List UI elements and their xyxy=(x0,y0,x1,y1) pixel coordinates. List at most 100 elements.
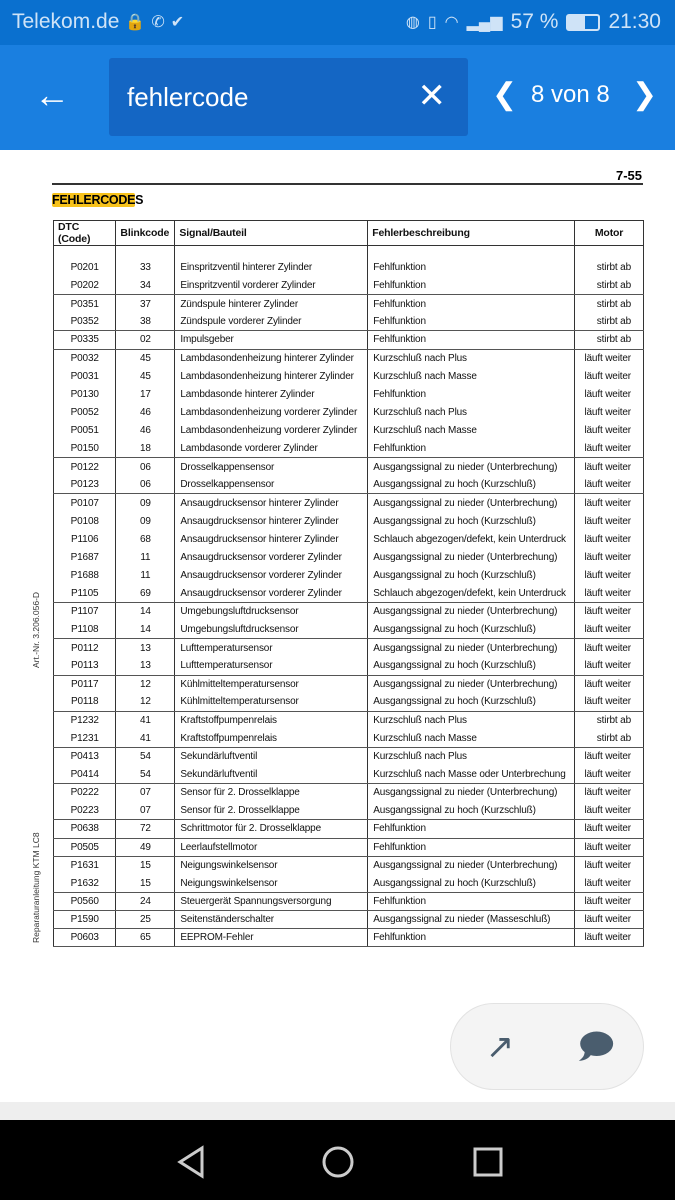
error-description: Fehlfunktion xyxy=(367,276,576,296)
header-dtc: DTC (Code) xyxy=(52,220,117,246)
error-description: Fehlfunktion xyxy=(367,819,576,839)
blinkcode: 41 xyxy=(115,729,176,748)
dtc-code: P0150 xyxy=(52,439,117,459)
table-row: P0505 49 Leerlaufstellmotor Fehlfunktion läu… xyxy=(52,838,644,857)
dtc-code: P0118 xyxy=(52,693,117,712)
signal-component: Drosselkappensensor xyxy=(174,457,369,476)
error-description: Ausgangssignal zu hoch (Kurzschluß) xyxy=(367,475,576,495)
signal-component: Zündspule vorderer Zylinder xyxy=(174,312,369,332)
close-icon[interactable]: ✕ xyxy=(417,77,447,115)
manual-name: Reparaturanleitung KTM LC8 xyxy=(31,832,41,943)
dtc-code: P1232 xyxy=(52,711,117,730)
dtc-code: P0335 xyxy=(52,330,117,350)
back-arrow-icon[interactable]: ← xyxy=(34,74,70,115)
signal-component: Neigungswinkelsensor xyxy=(174,856,369,875)
signal-component: Seitenständerschalter xyxy=(174,910,369,930)
lock-chat-icon: 🔒 xyxy=(125,14,146,31)
blinkcode: 11 xyxy=(115,548,176,567)
signal-component: Kraftstoffpumpenrelais xyxy=(174,711,369,730)
dtc-code: P1231 xyxy=(52,729,117,748)
motor-status: läuft weiter xyxy=(574,638,644,657)
find-in-page-toolbar: ← ✕ ❮ 8 von 8 ❯ xyxy=(0,45,675,150)
dtc-code: P1632 xyxy=(52,874,117,893)
dtc-code: P1590 xyxy=(52,910,117,930)
motor-status: läuft weiter xyxy=(574,349,644,368)
table-row: P0222 07 Sensor für 2. Drosselklappe Ausgan… xyxy=(52,783,644,802)
open-external-icon[interactable]: ↗ xyxy=(485,1028,515,1066)
signal-component: Ansaugdrucksensor vorderer Zylinder xyxy=(174,566,369,585)
nav-back-icon[interactable] xyxy=(172,1142,212,1182)
signal-icon: ▂▄▆ xyxy=(466,14,503,31)
motor-status: läuft weiter xyxy=(574,385,644,404)
error-description: Fehlfunktion xyxy=(367,385,576,404)
blinkcode: 46 xyxy=(115,403,176,422)
motor-status: stirbt ab xyxy=(574,729,644,748)
motor-status: läuft weiter xyxy=(574,747,644,766)
table-row: P1687 11 Ansaugdrucksensor vorderer Zylind… xyxy=(52,548,644,567)
dtc-code: P1687 xyxy=(52,548,117,567)
chevron-right-icon[interactable]: ❯ xyxy=(632,78,658,111)
blinkcode: 09 xyxy=(115,493,176,513)
dtc-code: P0113 xyxy=(52,656,117,676)
table-row: P0150 18 Lambdasonde vorderer Zylinder Fehl… xyxy=(52,439,644,459)
error-description: Ausgangssignal zu nieder (Unterbrechung) xyxy=(367,638,576,657)
blinkcode: 15 xyxy=(115,856,176,875)
chevron-left-icon[interactable]: ❮ xyxy=(492,78,518,111)
error-description: Ausgangssignal zu nieder (Masseschluß) xyxy=(367,910,576,930)
signal-component: Neigungswinkelsensor xyxy=(174,874,369,893)
motor-status: läuft weiter xyxy=(574,620,644,640)
table-row: P1232 41 Kraftstoffpumpenrelais Kurzschluß … xyxy=(52,711,644,730)
dtc-code: P1108 xyxy=(52,620,117,640)
dtc-code: P1105 xyxy=(52,584,117,604)
error-description: Ausgangssignal zu hoch (Kurzschluß) xyxy=(367,620,576,640)
dtc-code: P0117 xyxy=(52,675,117,694)
nav-recents-icon[interactable] xyxy=(468,1142,508,1182)
error-description: Ausgangssignal zu nieder (Unterbrechung) xyxy=(367,457,576,476)
table-row: P0107 09 Ansaugdrucksensor hinterer Zylind… xyxy=(52,493,644,513)
blinkcode: 49 xyxy=(115,838,176,857)
dtc-code: P0560 xyxy=(52,892,117,911)
dtc-code: P0112 xyxy=(52,638,117,657)
error-description: Kurzschluß nach Plus xyxy=(367,403,576,422)
header-motor: Motor xyxy=(574,220,644,246)
blinkcode: 12 xyxy=(115,693,176,712)
header-description: Fehlerbeschreibung xyxy=(367,220,576,246)
error-code-table: DTC (Code) Blinkcode Signal/Bauteil Fehl… xyxy=(52,220,644,948)
error-description: Fehlfunktion xyxy=(367,294,576,313)
comment-icon[interactable]: 🗩 xyxy=(577,1028,615,1066)
error-description: Kurzschluß nach Plus xyxy=(367,349,576,368)
motor-status: läuft weiter xyxy=(574,801,644,821)
blinkcode: 25 xyxy=(115,910,176,930)
blinkcode: 54 xyxy=(115,747,176,766)
dtc-code: P0031 xyxy=(52,367,117,386)
nav-home-icon[interactable] xyxy=(318,1142,358,1182)
blinkcode: 38 xyxy=(115,312,176,332)
motor-status: läuft weiter xyxy=(574,584,644,604)
motor-status: läuft weiter xyxy=(574,421,644,440)
error-description: Kurzschluß nach Plus xyxy=(367,747,576,766)
blinkcode: 54 xyxy=(115,765,176,785)
dtc-code: P1631 xyxy=(52,856,117,875)
dtc-code: P1688 xyxy=(52,566,117,585)
motor-status: stirbt ab xyxy=(574,711,644,730)
blinkcode: 46 xyxy=(115,421,176,440)
blinkcode: 68 xyxy=(115,530,176,549)
table-row: P0031 45 Lambdasondenheizung hinterer Zyli… xyxy=(52,367,644,386)
dtc-code: P0505 xyxy=(52,838,117,857)
dtc-code: P1106 xyxy=(52,530,117,549)
search-input[interactable] xyxy=(127,76,407,118)
signal-component: Leerlaufstellmotor xyxy=(174,838,369,857)
table-row: P0638 72 Schrittmotor für 2. Drosselklappe… xyxy=(52,819,644,839)
motor-status: läuft weiter xyxy=(574,892,644,911)
motor-status: läuft weiter xyxy=(574,874,644,893)
signal-component: Drosselkappensensor xyxy=(174,475,369,495)
signal-component: Lambdasondenheizung hinterer Zylinder xyxy=(174,349,369,368)
table-row: P0032 45 Lambdasondenheizung hinterer Zyli… xyxy=(52,349,644,368)
signal-component: Sensor für 2. Drosselklappe xyxy=(174,783,369,802)
dtc-code: P0603 xyxy=(52,928,117,948)
dtc-code: P0108 xyxy=(52,512,117,531)
error-description: Ausgangssignal zu hoch (Kurzschluß) xyxy=(367,512,576,531)
section-title: FEHLERCODES xyxy=(52,193,143,207)
blinkcode: 24 xyxy=(115,892,176,911)
spacer-row xyxy=(52,245,644,259)
